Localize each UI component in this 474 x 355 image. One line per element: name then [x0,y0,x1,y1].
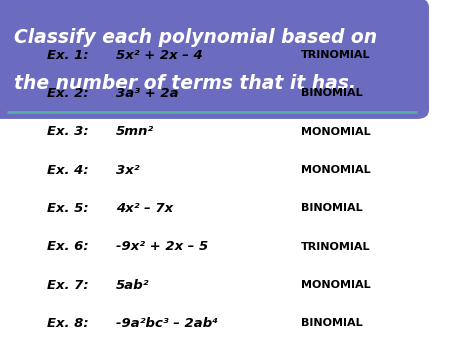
Text: the number of terms that it has.: the number of terms that it has. [14,74,356,93]
Text: 5mn²: 5mn² [116,125,154,138]
Text: MONOMIAL: MONOMIAL [301,280,371,290]
FancyBboxPatch shape [0,0,429,119]
Text: Ex. 4:: Ex. 4: [47,164,89,176]
Text: 5x² + 2x – 4: 5x² + 2x – 4 [116,49,203,61]
Text: 3x²: 3x² [116,164,140,176]
Text: 5ab²: 5ab² [116,279,150,291]
Text: Ex. 3:: Ex. 3: [47,125,89,138]
Text: BINOMIAL: BINOMIAL [301,88,363,98]
Text: Ex. 5:: Ex. 5: [47,202,89,215]
Text: TRINOMIAL: TRINOMIAL [301,242,371,252]
Text: BINOMIAL: BINOMIAL [301,203,363,213]
Text: BINOMIAL: BINOMIAL [301,318,363,328]
Text: Classify each polynomial based on: Classify each polynomial based on [14,28,377,47]
Text: -9a²bc³ – 2ab⁴: -9a²bc³ – 2ab⁴ [116,317,218,330]
Text: MONOMIAL: MONOMIAL [301,165,371,175]
Text: MONOMIAL: MONOMIAL [301,127,371,137]
Text: 4x² – 7x: 4x² – 7x [116,202,173,215]
Text: Ex. 2:: Ex. 2: [47,87,89,100]
Text: Ex. 1:: Ex. 1: [47,49,89,61]
Text: -9x² + 2x – 5: -9x² + 2x – 5 [116,240,209,253]
Text: Ex. 8:: Ex. 8: [47,317,89,330]
Text: TRINOMIAL: TRINOMIAL [301,50,371,60]
Text: 3a³ + 2a: 3a³ + 2a [116,87,179,100]
Text: Ex. 6:: Ex. 6: [47,240,89,253]
Text: Ex. 7:: Ex. 7: [47,279,89,291]
